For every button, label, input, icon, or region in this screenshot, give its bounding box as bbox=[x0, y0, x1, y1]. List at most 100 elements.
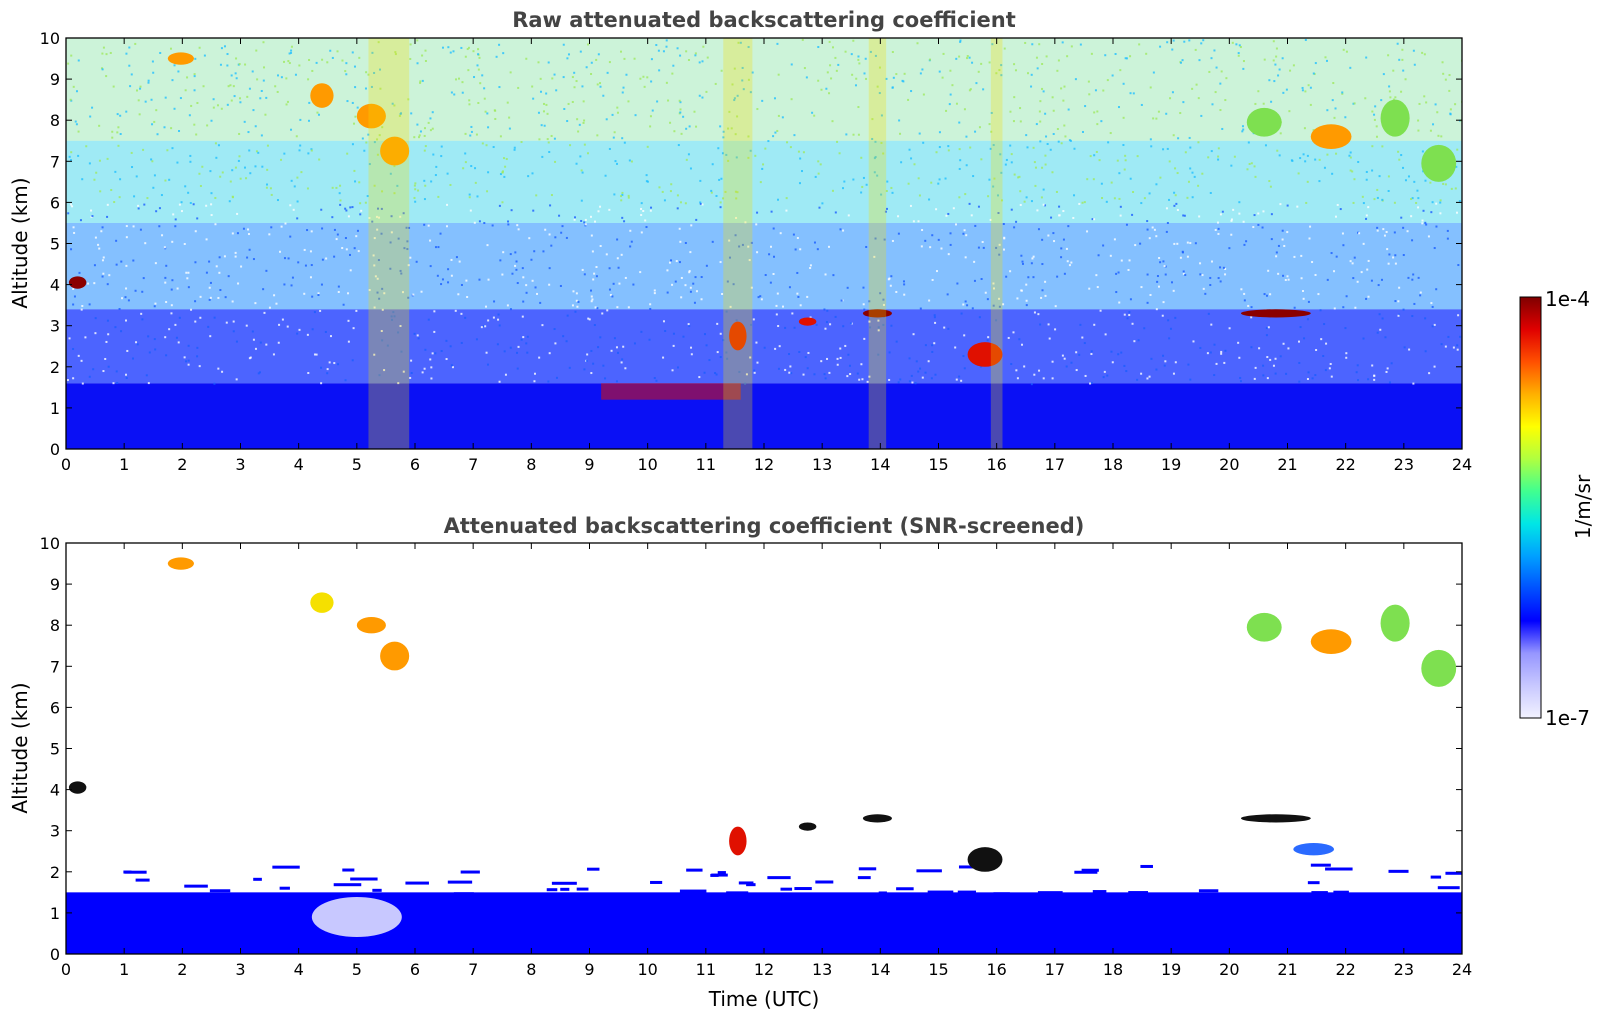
noise-speck bbox=[719, 125, 722, 128]
noise-speck bbox=[367, 133, 370, 136]
noise-speck bbox=[1186, 255, 1189, 258]
noise-speck bbox=[135, 89, 138, 92]
noise-speck bbox=[1301, 89, 1304, 92]
noise-speck bbox=[878, 66, 881, 69]
noise-speck bbox=[1168, 160, 1171, 163]
noise-speck bbox=[1102, 244, 1105, 247]
noise-speck bbox=[1455, 165, 1458, 168]
noise-speck bbox=[933, 316, 936, 319]
noise-speck bbox=[413, 184, 416, 187]
noise-speck bbox=[590, 349, 593, 352]
noise-speck bbox=[1254, 366, 1257, 369]
noise-speck bbox=[1124, 159, 1127, 162]
noise-speck bbox=[999, 153, 1002, 156]
x-tick-label: 19 bbox=[1161, 455, 1181, 474]
noise-speck bbox=[1446, 229, 1449, 232]
noise-speck bbox=[429, 239, 432, 242]
noise-speck bbox=[1219, 280, 1222, 283]
noise-speck bbox=[955, 102, 958, 105]
noise-speck bbox=[470, 125, 473, 128]
noise-speck bbox=[942, 52, 945, 55]
noise-speck bbox=[1300, 277, 1303, 280]
noise-speck bbox=[1304, 160, 1307, 163]
noise-speck bbox=[364, 201, 367, 204]
noise-speck bbox=[1057, 59, 1060, 62]
boundary-layer-top bbox=[1461, 891, 1462, 895]
noise-speck bbox=[927, 360, 930, 363]
noise-speck bbox=[741, 243, 744, 246]
noise-speck bbox=[1136, 155, 1139, 158]
noise-speck bbox=[1341, 92, 1344, 95]
noise-speck bbox=[483, 97, 486, 100]
noise-speck bbox=[147, 335, 150, 338]
noise-speck bbox=[127, 299, 130, 302]
noise-speck bbox=[1385, 370, 1388, 373]
noise-speck bbox=[266, 168, 269, 171]
noise-speck bbox=[796, 237, 799, 240]
noise-speck bbox=[187, 191, 190, 194]
noise-speck bbox=[466, 48, 469, 51]
noise-speck bbox=[824, 327, 827, 330]
noise-speck bbox=[380, 207, 383, 210]
noise-speck bbox=[1163, 265, 1166, 268]
noise-speck bbox=[703, 371, 706, 374]
noise-speck bbox=[567, 102, 570, 105]
noise-speck bbox=[130, 73, 133, 76]
noise-speck bbox=[81, 382, 84, 385]
noise-speck bbox=[132, 225, 135, 228]
noise-speck bbox=[307, 372, 310, 375]
noise-speck bbox=[112, 85, 115, 88]
noise-speck bbox=[608, 147, 611, 150]
noise-speck bbox=[1093, 323, 1096, 326]
noise-speck bbox=[372, 254, 375, 257]
noise-speck bbox=[1174, 316, 1177, 319]
noise-speck bbox=[530, 258, 533, 261]
noise-speck bbox=[611, 295, 614, 298]
cloud-feature bbox=[380, 136, 410, 166]
noise-speck bbox=[615, 162, 618, 165]
noise-speck bbox=[173, 107, 176, 110]
noise-speck bbox=[236, 232, 239, 235]
noise-speck bbox=[477, 53, 480, 56]
noise-speck bbox=[203, 54, 206, 57]
noise-speck bbox=[205, 204, 208, 207]
noise-speck bbox=[826, 357, 829, 360]
noise-speck bbox=[907, 182, 910, 185]
noise-speck bbox=[99, 190, 102, 193]
noise-speck bbox=[1030, 73, 1033, 76]
noise-speck bbox=[890, 186, 893, 189]
noise-speck bbox=[684, 202, 687, 205]
noise-speck bbox=[678, 261, 681, 264]
noise-speck bbox=[575, 292, 578, 295]
noise-speck bbox=[346, 100, 349, 103]
noise-speck bbox=[260, 134, 263, 137]
noise-speck bbox=[1024, 41, 1027, 44]
noise-speck bbox=[1161, 314, 1164, 317]
noise-speck bbox=[675, 260, 678, 263]
noise-speck bbox=[1119, 214, 1122, 217]
noise-speck bbox=[413, 332, 416, 335]
noise-speck bbox=[1222, 266, 1225, 269]
noise-speck bbox=[280, 76, 283, 79]
noise-speck bbox=[252, 258, 255, 261]
noise-speck bbox=[1001, 199, 1004, 202]
cloud-feature bbox=[862, 814, 892, 823]
noise-speck bbox=[77, 354, 80, 357]
noise-speck bbox=[898, 119, 901, 122]
noise-speck bbox=[430, 366, 433, 369]
noise-speck bbox=[1408, 348, 1411, 351]
noise-speck bbox=[458, 260, 461, 263]
noise-speck bbox=[511, 272, 514, 275]
noise-speck bbox=[938, 131, 941, 134]
noise-speck bbox=[1210, 57, 1213, 60]
noise-speck bbox=[719, 332, 722, 335]
noise-speck bbox=[975, 82, 978, 85]
noise-speck bbox=[365, 141, 368, 144]
noise-speck bbox=[432, 153, 435, 156]
noise-speck bbox=[1000, 74, 1003, 77]
noise-speck bbox=[669, 190, 672, 193]
noise-speck bbox=[1079, 323, 1082, 326]
noise-speck bbox=[80, 308, 83, 311]
noise-speck bbox=[1301, 289, 1304, 292]
noise-speck bbox=[337, 285, 340, 288]
